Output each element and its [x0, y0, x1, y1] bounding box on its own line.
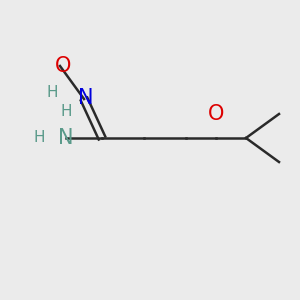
- Text: O: O: [55, 56, 71, 76]
- Text: O: O: [208, 104, 224, 124]
- Text: N: N: [58, 128, 74, 148]
- Text: H: H: [60, 103, 72, 118]
- Text: H: H: [47, 85, 58, 100]
- Text: N: N: [78, 88, 93, 107]
- Text: H: H: [33, 130, 45, 146]
